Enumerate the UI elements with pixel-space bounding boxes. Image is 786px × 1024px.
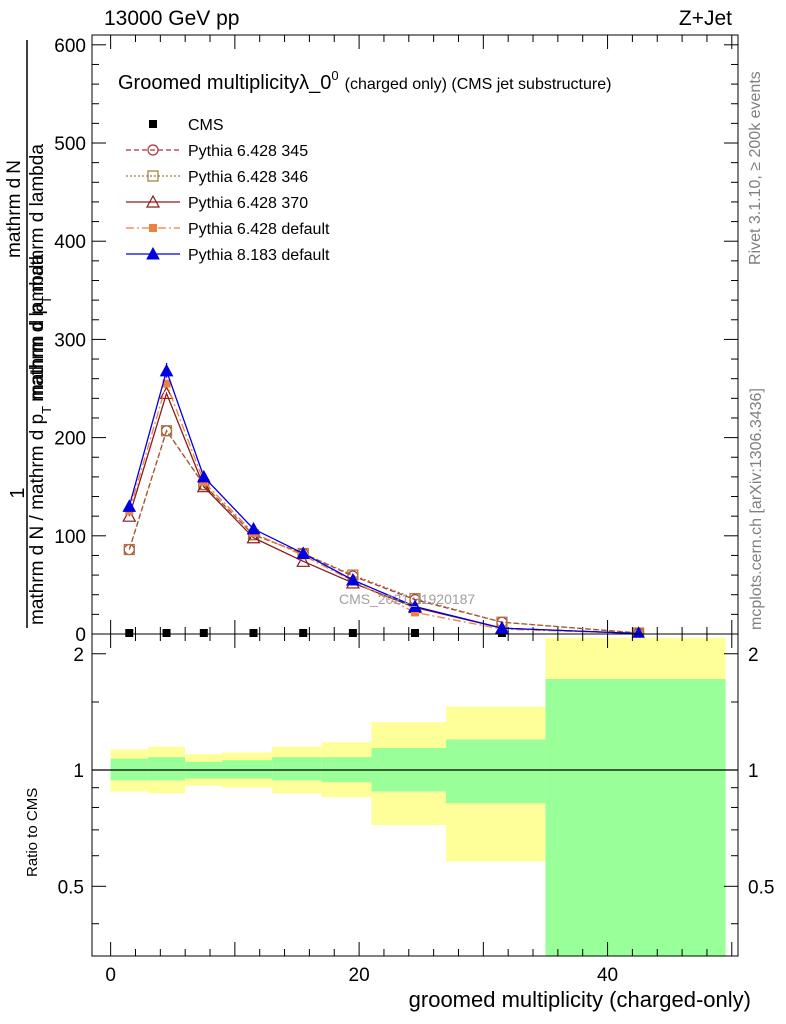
series-pythia-8-183-default (122, 363, 646, 640)
legend-label: Pythia 6.428 346 (188, 169, 308, 186)
legend-item: CMS (149, 117, 224, 134)
process-label: Z+Jet (678, 7, 732, 30)
energy-label: 13000 GeV pp (104, 7, 240, 30)
svg-text:1: 1 (7, 487, 29, 498)
svg-text:mathrm d pTmathrm d lambda: mathrm d pTmathrm d lambda (27, 144, 54, 400)
ratio-y-label: Ratio to CMS (24, 788, 41, 877)
stat-uncertainty-band (147, 757, 186, 781)
ratio-y-tick-label: 1 (73, 761, 84, 782)
svg-text:mathrm dN: mathrm dN (4, 160, 25, 258)
stat-uncertainty-band (446, 739, 546, 804)
ratio-y-tick-label: 2 (73, 645, 84, 666)
data-point (149, 224, 157, 232)
data-point (147, 144, 159, 156)
data-point (246, 530, 261, 544)
legend-label: Pythia 6.428 345 (188, 143, 308, 160)
y-tick-label: 400 (54, 232, 86, 253)
data-point (122, 508, 137, 522)
data-point (296, 546, 311, 559)
x-tick-label: 40 (597, 965, 618, 986)
ratio-y-tick-label: 0.5 (58, 877, 84, 898)
ratio-y-tick-label-right: 2 (748, 645, 759, 666)
data-point (246, 521, 261, 535)
y-tick-label: 600 (54, 36, 86, 57)
data-point (162, 379, 171, 388)
legend-label: Pythia 8.183 default (188, 247, 330, 264)
data-point (196, 469, 211, 483)
legend-item: Pythia 8.183 default (126, 246, 330, 264)
data-point (123, 543, 135, 556)
data-point (125, 629, 134, 637)
stat-uncertainty-band (272, 757, 322, 781)
stat-uncertainty-band (545, 679, 726, 956)
legend-label: Pythia 6.428 default (188, 221, 330, 238)
data-point (411, 629, 419, 637)
legend: CMS Pythia 6.428 345 Pythia 6.428 346 Pythi… (126, 117, 330, 264)
chart-title: Groomed multiplicityλ_00(charged only) (… (118, 68, 611, 94)
data-point (296, 554, 311, 567)
data-point (162, 629, 171, 637)
x-axis-label: groomed multiplicity (charged-only) (409, 987, 751, 1012)
data-point (495, 621, 509, 634)
y-tick-label: 100 (54, 527, 86, 548)
data-point (299, 629, 308, 637)
data-point (199, 629, 208, 637)
svg-text:mathrm d N / mathrm d pTmathrm: mathrm d N / mathrm d pTmathrm d lambda (27, 254, 54, 625)
data-point (145, 194, 161, 208)
legend-item: Pythia 6.428 346 (126, 169, 308, 186)
data-point (411, 608, 419, 617)
x-tick-label: 0 (105, 965, 116, 986)
x-tick-label: 20 (349, 965, 370, 986)
data-point (149, 120, 157, 128)
y-axis-label: 1 mathrm d N / mathrm d pTmathrm d lambd… (4, 40, 54, 628)
y-tick-label: 300 (54, 330, 86, 351)
data-point (122, 499, 137, 512)
y-tick-label: 200 (54, 429, 86, 450)
legend-label: CMS (188, 117, 224, 134)
legend-item: Pythia 6.428 default (126, 221, 330, 238)
watermark: CMS_2021_I1920187 (339, 591, 475, 607)
legend-label: Pythia 6.428 370 (188, 195, 308, 212)
data-point (348, 629, 357, 637)
ratio-y-tick-label-right: 1 (748, 761, 759, 782)
data-point (147, 170, 159, 182)
data-point (249, 629, 258, 637)
bottom-panel-frame (91, 633, 739, 957)
ratio-y-tick-label-right: 0.5 (748, 877, 774, 898)
y-tick-label: 0 (75, 625, 86, 646)
data-point (146, 246, 160, 260)
data-point (160, 425, 173, 437)
data-point (346, 572, 360, 586)
legend-item: Pythia 6.428 345 (126, 143, 308, 160)
data-point (408, 599, 422, 613)
legend-item: Pythia 6.428 370 (126, 194, 308, 212)
y-tick-label: 500 (54, 134, 86, 155)
data-point (196, 479, 211, 493)
